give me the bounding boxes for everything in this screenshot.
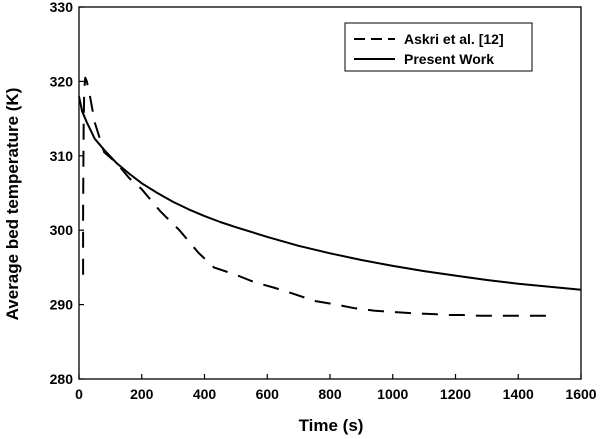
x-tick-label: 1400: [503, 386, 534, 402]
legend: Askri et al. [12] Present Work: [344, 22, 533, 72]
x-tick-label: 1200: [440, 386, 471, 402]
y-tick-label: 320: [50, 73, 74, 89]
askri-series-line: [82, 76, 556, 317]
legend-label-present-work: Present Work: [404, 51, 494, 67]
present-work-series-line: [78, 96, 582, 291]
x-tick-label: 400: [193, 386, 217, 402]
y-axis: 280 290 300 310 320 330: [50, 0, 84, 387]
y-axis-title: Average bed temperature (K): [3, 88, 22, 321]
y-tick-label: 310: [50, 148, 74, 164]
x-axis: 0 200 400 600 800 1000 1200 1400 1600: [75, 374, 597, 402]
y-tick-label: 290: [50, 297, 74, 313]
legend-box: [344, 22, 533, 72]
series-layer: [78, 76, 582, 317]
x-tick-label: 1600: [565, 386, 596, 402]
x-tick-label: 200: [130, 386, 154, 402]
legend-label-askri: Askri et al. [12]: [404, 31, 504, 47]
x-tick-label: 800: [318, 386, 342, 402]
y-tick-label: 280: [50, 371, 74, 387]
x-tick-label: 1000: [377, 386, 408, 402]
y-tick-label: 330: [50, 0, 74, 15]
x-tick-label: 0: [75, 386, 83, 402]
y-tick-label: 300: [50, 222, 74, 238]
x-tick-label: 600: [256, 386, 280, 402]
x-axis-title: Time (s): [299, 416, 364, 435]
